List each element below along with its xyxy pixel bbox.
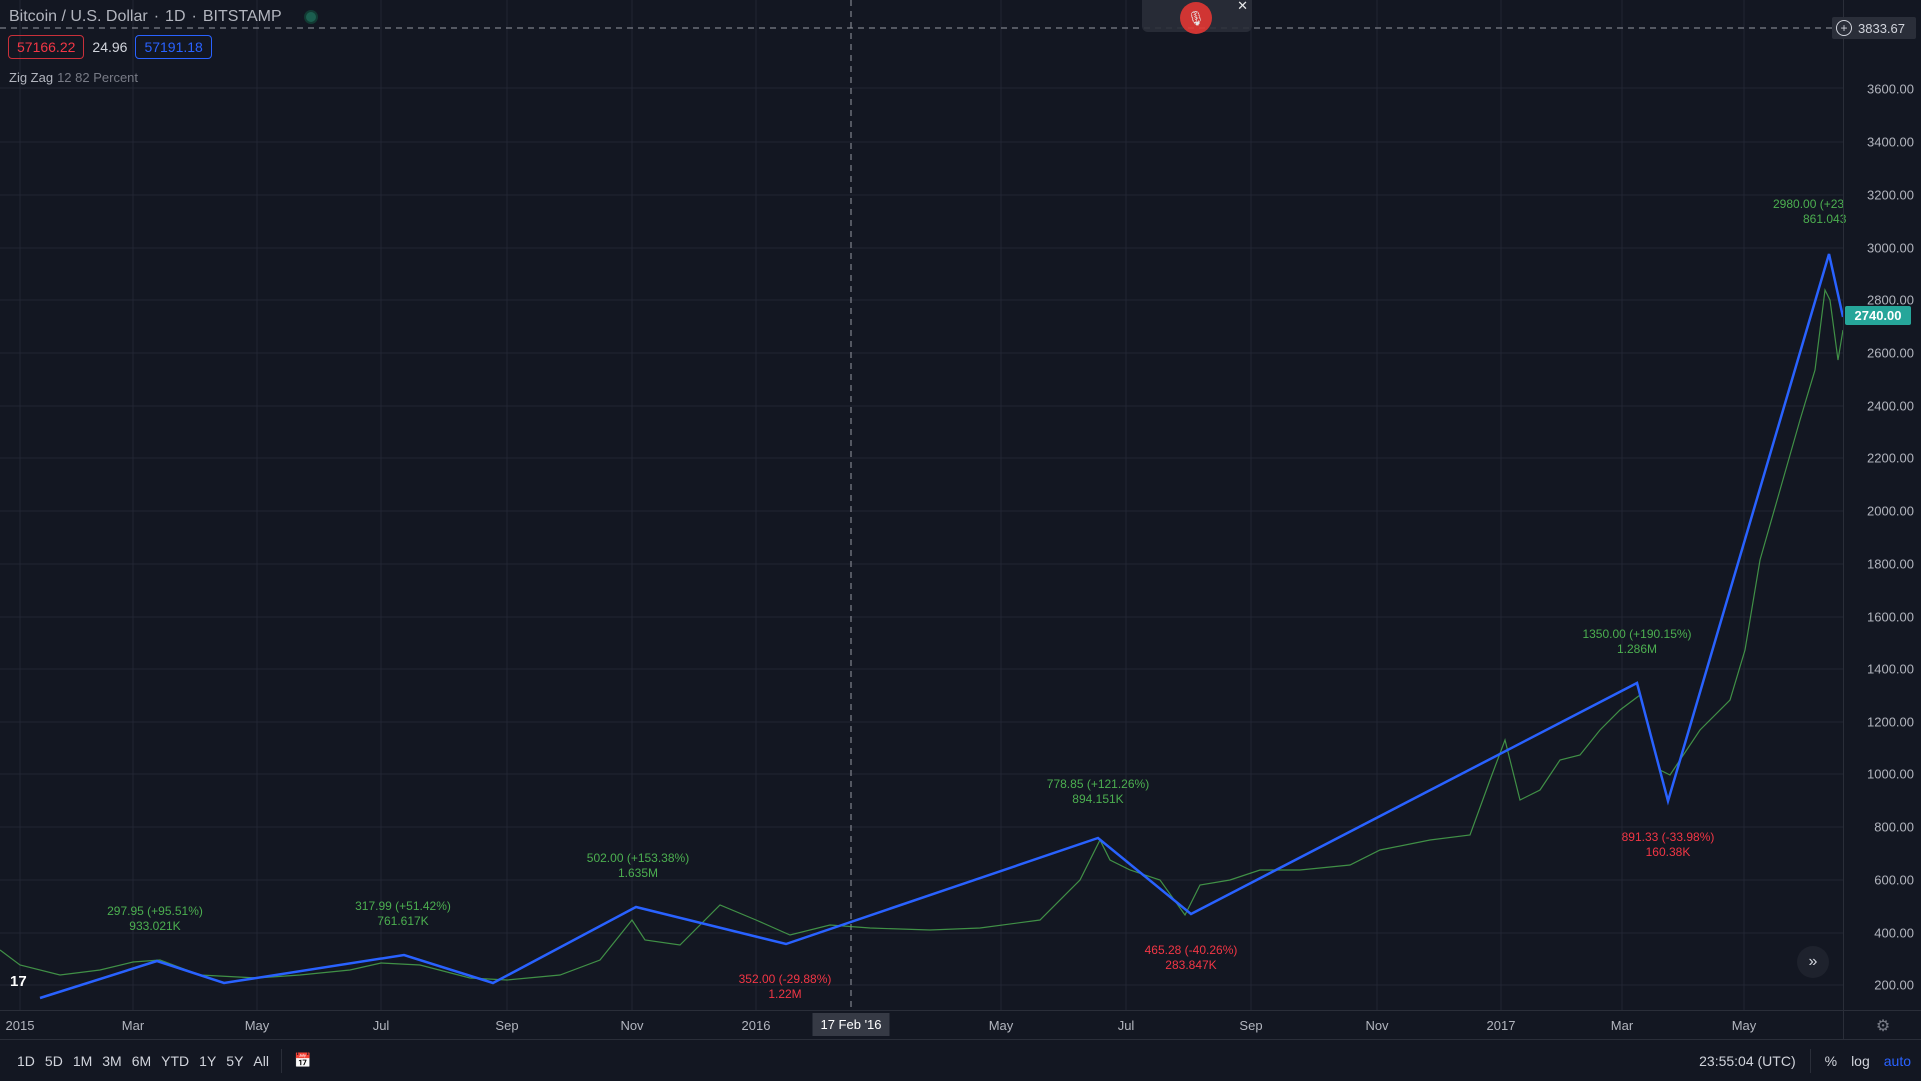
chart-settings-gear-icon[interactable]: ⚙	[1843, 1010, 1921, 1040]
range-3m[interactable]: 3M	[102, 1052, 122, 1069]
time-tick: 2015	[5, 1018, 35, 1033]
chart-pane[interactable]: Bitcoin / U.S. Dollar · 1D · BITSTAMP 57…	[0, 0, 1847, 1010]
price-tick: 3400.00	[1867, 134, 1914, 150]
range-1d[interactable]: 1D	[17, 1052, 35, 1069]
time-tick: Mar	[1610, 1018, 1634, 1033]
range-1y[interactable]: 1Y	[199, 1052, 217, 1069]
last-price-tag: 2740.00	[1845, 306, 1911, 325]
price-tick: 600.00	[1874, 872, 1914, 888]
symbol-name[interactable]: Bitcoin / U.S. Dollar	[9, 8, 148, 25]
time-tick: 2017	[1486, 1018, 1516, 1033]
price-tick: 1800.00	[1867, 556, 1914, 572]
range-5y[interactable]: 5Y	[226, 1052, 244, 1069]
range-6m[interactable]: 6M	[131, 1052, 152, 1069]
price-tick: 3000.00	[1867, 240, 1914, 256]
price-tick: 1000.00	[1867, 766, 1914, 782]
indicator-params: 12 82 Percent	[57, 70, 139, 85]
price-tick: 1600.00	[1867, 609, 1914, 625]
chart-canvas[interactable]	[0, 0, 1843, 1010]
percent-scale-toggle[interactable]: %	[1824, 1052, 1838, 1069]
price-tick: 2800.00	[1867, 292, 1914, 308]
crosshair-price: 3833.67	[1858, 20, 1905, 36]
close-icon[interactable]: ✕	[1237, 0, 1248, 13]
zigzag-label: 1350.00 (+190.15%) 1.286M	[1582, 627, 1692, 656]
tradingview-logo-icon[interactable]: 17	[10, 973, 27, 990]
price-tick: 400.00	[1874, 925, 1914, 941]
zigzag-label: 352.00 (-29.88%) 1.22M	[738, 972, 832, 1001]
zigzag-label: 465.28 (-40.26%) 283.847K	[1144, 943, 1238, 972]
range-ytd[interactable]: YTD	[161, 1052, 190, 1069]
zigzag-label: 502.00 (+153.38%) 1.635M	[586, 851, 690, 880]
crosshair-date-label: 17 Feb '16	[812, 1013, 890, 1036]
microphone-icon[interactable]: 🎙	[1180, 2, 1212, 34]
price-tick: 3600.00	[1867, 81, 1914, 97]
bid-ask-panel: 57166.22 24.96 57191.18	[8, 35, 212, 59]
add-alert-plus-icon[interactable]: +	[1836, 20, 1852, 36]
sell-price-button[interactable]: 57166.22	[8, 35, 85, 59]
range-5d[interactable]: 5D	[44, 1052, 63, 1069]
price-tick: 2600.00	[1867, 345, 1914, 361]
price-axis[interactable]: USD ˅ 3600.00 3400.00 3200.00 3000.00 28…	[1843, 0, 1921, 1010]
time-tick: Jul	[372, 1018, 390, 1033]
price-tick: 3200.00	[1867, 187, 1914, 203]
legend-separator: ·	[153, 8, 160, 25]
zigzag-label: 778.85 (+121.26%) 894.151K	[1046, 777, 1150, 806]
go-to-date-calendar-icon[interactable]: 📅	[293, 1052, 312, 1068]
time-tick: May	[988, 1018, 1014, 1033]
time-tick: Nov	[1365, 1018, 1389, 1033]
price-tick: 2200.00	[1867, 450, 1914, 466]
spread-value: 24.96	[92, 39, 128, 55]
time-axis[interactable]: 2015 Mar May Jul Sep Nov 2016 17 Feb '16…	[0, 1010, 1843, 1040]
time-tick: May	[1731, 1018, 1757, 1033]
interval-label[interactable]: 1D	[165, 8, 186, 25]
crosshair-price-tag[interactable]: +3833.67	[1832, 17, 1916, 39]
range-all[interactable]: All	[253, 1052, 269, 1069]
time-tick: Nov	[620, 1018, 644, 1033]
divider	[280, 1048, 282, 1073]
zigzag-label: 891.33 (-33.98%) 160.38K	[1621, 830, 1715, 859]
range-1m[interactable]: 1M	[72, 1052, 93, 1069]
zigzag-label: 297.95 (+95.51%) 933.021K	[107, 904, 203, 933]
time-tick: Jul	[1117, 1018, 1135, 1033]
zigzag-label: 317.99 (+51.42%) 761.617K	[355, 899, 451, 928]
price-tick: 1400.00	[1867, 661, 1914, 677]
voice-input-widget[interactable]: 🎙 ✕	[1142, 0, 1252, 34]
price-tick: 2400.00	[1867, 398, 1914, 414]
double-chevron-right-icon: »	[1808, 953, 1818, 970]
zigzag-indicator-legend[interactable]: Zig Zag 12 82 Percent	[9, 70, 138, 85]
time-tick: 2016	[741, 1018, 771, 1033]
market-status-icon[interactable]	[303, 10, 318, 24]
price-tick: 2000.00	[1867, 503, 1914, 519]
indicator-name: Zig Zag	[9, 70, 54, 85]
legend-separator: ·	[191, 8, 197, 25]
clock-timezone-button[interactable]: 23:55:04 (UTC)	[1699, 1052, 1796, 1069]
buy-price-button[interactable]: 57191.18	[135, 35, 212, 59]
price-tick: 1200.00	[1867, 714, 1914, 730]
symbol-legend[interactable]: Bitcoin / U.S. Dollar · 1D · BITSTAMP	[9, 8, 318, 26]
auto-scale-toggle[interactable]: auto	[1883, 1052, 1911, 1069]
scroll-to-realtime-button[interactable]: »	[1797, 946, 1829, 978]
exchange-label: BITSTAMP	[202, 8, 282, 25]
time-tick: Sep	[495, 1018, 519, 1033]
bottom-toolbar: 1D 5D 1M 3M 6M YTD 1Y 5Y All 📅 23:55:04 …	[0, 1039, 1921, 1081]
zigzag-label: 2980.00 (+23 861.043	[1773, 197, 1847, 226]
price-tick: 800.00	[1874, 819, 1914, 835]
log-scale-toggle[interactable]: log	[1851, 1052, 1870, 1069]
time-tick: Mar	[121, 1018, 145, 1033]
divider	[1809, 1048, 1811, 1073]
time-tick: May	[244, 1018, 270, 1033]
time-tick: Sep	[1239, 1018, 1263, 1033]
price-tick: 200.00	[1874, 977, 1914, 993]
